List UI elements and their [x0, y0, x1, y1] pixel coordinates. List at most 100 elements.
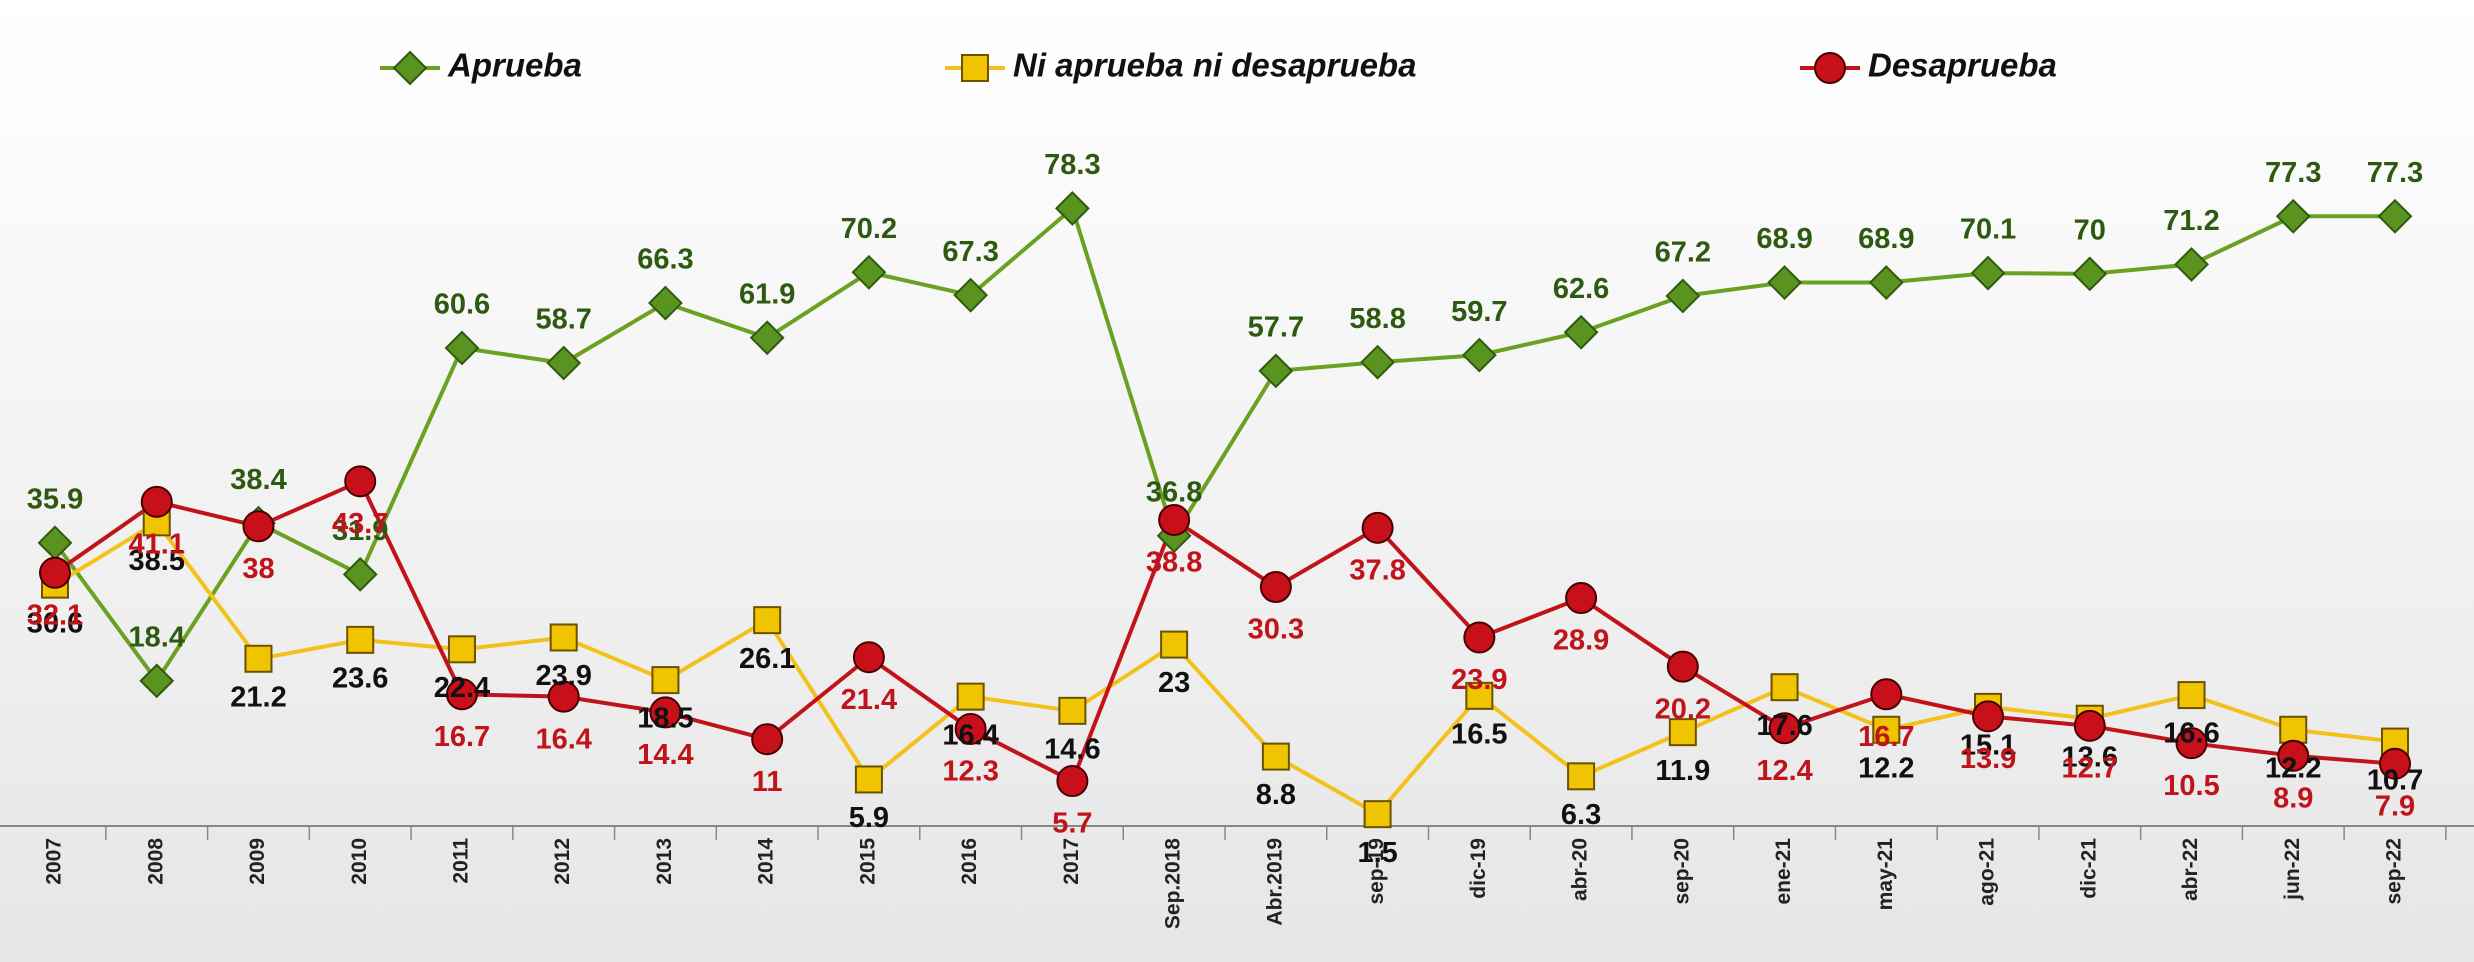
data-label: 67.3 — [942, 236, 998, 268]
marker — [2175, 727, 2208, 760]
marker — [1970, 255, 2006, 291]
data-label: 8.8 — [1256, 779, 1296, 811]
data-label: 16.6 — [2163, 718, 2219, 750]
marker — [140, 485, 173, 518]
data-label: 23.6 — [332, 663, 388, 695]
data-label: 6.3 — [1561, 799, 1601, 831]
marker — [1668, 718, 1697, 747]
x-tick-label: 2013 — [653, 838, 676, 885]
data-label: 58.7 — [535, 304, 591, 336]
data-label: 23.9 — [1451, 664, 1507, 696]
x-tick-label: 2015 — [856, 838, 879, 885]
data-label: 11 — [752, 766, 783, 798]
data-label: 8.9 — [2273, 782, 2313, 814]
marker — [749, 320, 785, 356]
data-label: 13.9 — [1960, 743, 2016, 775]
data-label: 31.9 — [332, 515, 388, 547]
marker — [2377, 198, 2413, 234]
x-tick-label: ago-21 — [1976, 838, 1999, 906]
marker — [2279, 715, 2308, 744]
x-tick-label: Abr.2019 — [1263, 838, 1286, 926]
x-tick-label: sep-20 — [1670, 838, 1693, 905]
data-label: 68.9 — [1858, 223, 1914, 255]
data-label: 12.7 — [2062, 752, 2118, 784]
data-label: 1.5 — [1357, 837, 1397, 869]
data-label: 60.6 — [434, 289, 490, 321]
data-label: 11.9 — [1655, 755, 1710, 787]
marker — [1567, 762, 1596, 791]
data-label: 18.4 — [129, 622, 185, 654]
marker — [2073, 709, 2106, 742]
marker — [953, 277, 989, 313]
marker — [751, 723, 784, 756]
legend-label: Desaprueba — [1868, 47, 2057, 84]
data-label: 5.9 — [849, 802, 889, 834]
marker — [956, 682, 985, 711]
x-tick-label: sep-22 — [2383, 838, 2406, 905]
legend-item: Ni aprueba ni desaprueba — [945, 47, 1416, 84]
marker — [1665, 278, 1701, 314]
marker — [2072, 256, 2108, 292]
data-label: 35.9 — [27, 483, 83, 515]
data-label: 38 — [242, 553, 274, 585]
marker — [1461, 337, 1497, 373]
marker — [546, 345, 582, 381]
data-label: 70.1 — [1960, 214, 2016, 246]
data-label: 12.3 — [942, 756, 998, 788]
marker — [344, 465, 377, 498]
marker — [444, 330, 480, 366]
data-label: 10.5 — [2163, 770, 2219, 802]
data-label: 28.9 — [1553, 625, 1609, 657]
marker — [852, 641, 885, 674]
marker — [2275, 198, 2311, 234]
marker — [1870, 678, 1903, 711]
data-label: 43.7 — [332, 508, 388, 540]
data-label: 12.2 — [1858, 752, 1914, 784]
marker — [2379, 747, 2411, 780]
marker — [139, 663, 175, 699]
data-label: 77.3 — [2367, 157, 2423, 189]
marker — [1259, 571, 1292, 604]
marker — [2177, 681, 2206, 710]
marker — [1056, 765, 1089, 798]
x-tick-label: 2008 — [144, 838, 167, 885]
legend-marker — [392, 50, 428, 86]
x-tick-label: dic-21 — [2077, 838, 2100, 899]
legend-marker — [1814, 52, 1846, 84]
x-tick-label: abr-22 — [2179, 838, 2202, 901]
data-label: 15.1 — [1960, 730, 2016, 762]
marker — [954, 712, 987, 745]
legend-item: Aprueba — [380, 47, 582, 86]
marker — [547, 680, 580, 713]
marker — [1563, 314, 1599, 350]
data-label: 38.5 — [129, 545, 185, 577]
data-label: 20.2 — [1655, 693, 1711, 725]
data-label: 14.4 — [637, 739, 693, 771]
marker — [1058, 696, 1087, 725]
x-tick-label: 2016 — [958, 838, 981, 885]
series-line — [53, 519, 2396, 817]
marker — [2174, 246, 2209, 282]
marker — [854, 765, 883, 794]
x-tick-label: 2007 — [43, 838, 66, 885]
marker — [1768, 712, 1801, 745]
marker — [1565, 582, 1598, 615]
data-label: 23.9 — [535, 660, 591, 692]
data-label: 38.4 — [230, 464, 286, 496]
data-label: 62.6 — [1553, 273, 1609, 305]
data-label: 61.9 — [739, 278, 795, 310]
marker — [651, 666, 680, 695]
marker — [447, 635, 476, 664]
marker — [1872, 715, 1901, 744]
x-tick-label: 2014 — [755, 838, 778, 885]
x-tick-label: 2012 — [551, 838, 574, 885]
data-label: 36.8 — [1146, 476, 1202, 508]
marker — [346, 625, 375, 654]
legend-label: Aprueba — [447, 47, 582, 84]
marker — [242, 510, 275, 543]
x-tick-label: 2017 — [1060, 838, 1083, 885]
x-tick-label: dic-19 — [1467, 838, 1490, 899]
